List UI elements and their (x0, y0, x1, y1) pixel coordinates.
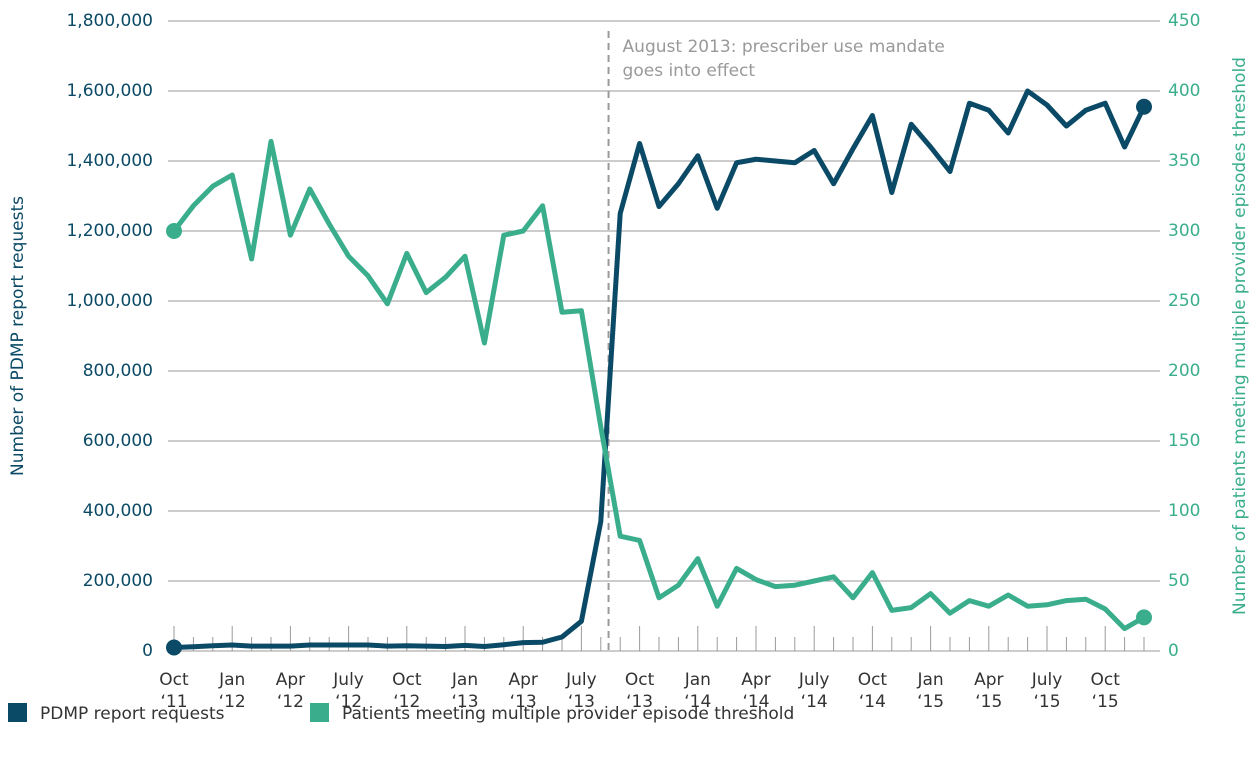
x-tick-label: Apr ‘14 (741, 670, 770, 712)
y-tick-label: 800,000 (83, 361, 153, 381)
x-tick-label: Jan ‘15 (916, 670, 944, 712)
x-tick-label: July ‘13 (565, 670, 597, 712)
legend-label: Patients meeting multiple provider episo… (342, 704, 794, 724)
y2-tick-label: 400 (1168, 81, 1200, 101)
y2-tick-label: 50 (1168, 571, 1190, 591)
y-tick-label: 1,600,000 (66, 81, 153, 101)
y2-tick-label: 350 (1168, 151, 1200, 171)
end-marker (1136, 609, 1152, 626)
end-marker (166, 223, 182, 239)
legend-swatch (8, 703, 27, 722)
line-series (172, 138, 1146, 632)
y-tick-label: 1,400,000 (66, 151, 153, 171)
x-tick-label: Oct ‘15 (1090, 670, 1120, 712)
line-series (173, 88, 1147, 650)
y2-tick-label: 300 (1168, 221, 1200, 241)
y-axis-label: Number of PDMP report requests (8, 196, 28, 476)
y-tick-label: 1,000,000 (66, 291, 153, 311)
y-tick-label: 400,000 (83, 501, 153, 521)
x-tick-label: Apr ‘12 (276, 670, 305, 712)
x-tick-label: Oct ‘12 (392, 670, 422, 712)
y2-tick-label: 250 (1168, 291, 1200, 311)
annotation-text: August 2013: prescriber use mandate goes … (623, 37, 945, 81)
y2-tick-label: 200 (1168, 361, 1200, 381)
y-tick-label: 1,800,000 (66, 11, 153, 31)
y2-tick-label: 150 (1168, 431, 1200, 451)
legend-label: PDMP report requests (40, 704, 225, 724)
x-tick-label: July ‘12 (332, 670, 364, 712)
x-tick-label: Oct ‘13 (625, 670, 655, 712)
y2-tick-label: 450 (1168, 11, 1200, 31)
y2-tick-label: 0 (1168, 641, 1179, 661)
y2-axis-label: Number of patients meeting multiple prov… (1230, 57, 1250, 615)
y2-tick-label: 100 (1168, 501, 1200, 521)
x-tick-label: Apr ‘13 (508, 670, 537, 712)
end-marker (1136, 98, 1152, 115)
y-tick-label: 0 (142, 641, 153, 661)
end-marker (166, 639, 182, 656)
x-tick-label: July ‘15 (1031, 670, 1063, 712)
x-tick-label: Jan ‘13 (451, 670, 479, 712)
y-tick-label: 600,000 (83, 431, 153, 451)
x-tick-label: Apr ‘15 (974, 670, 1003, 712)
x-tick-label: July ‘14 (798, 670, 830, 712)
x-tick-label: Oct ‘11 (159, 670, 189, 712)
legend-swatch (310, 703, 329, 722)
y-tick-label: 200,000 (83, 571, 153, 591)
x-tick-label: Jan ‘12 (218, 670, 246, 712)
x-tick-label: Jan ‘14 (684, 670, 712, 712)
x-tick-label: Oct ‘14 (858, 670, 888, 712)
y-tick-label: 1,200,000 (66, 221, 153, 241)
